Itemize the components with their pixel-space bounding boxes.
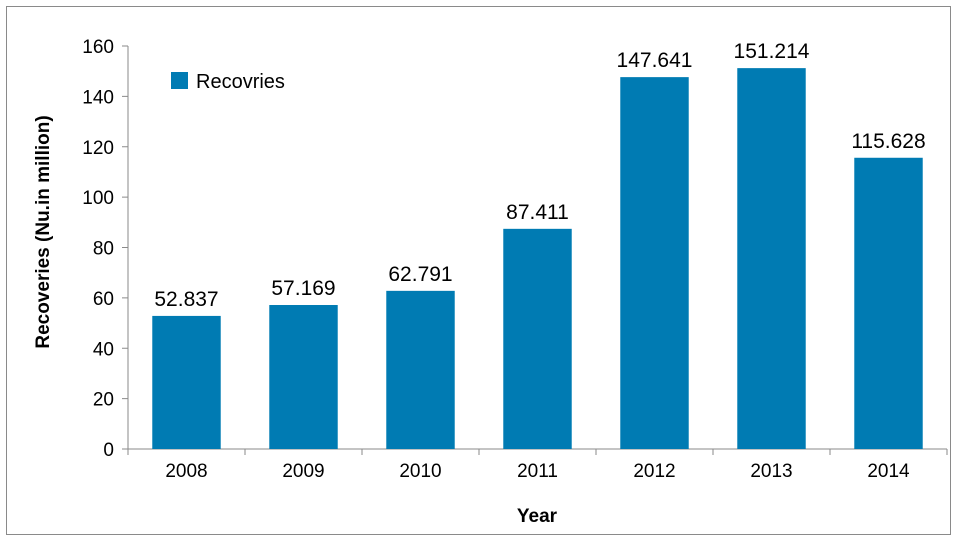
- bars: [152, 68, 923, 450]
- x-tick-label: 2013: [750, 461, 792, 482]
- legend-label: Recovries: [196, 71, 285, 93]
- y-tick-label: 0: [103, 440, 114, 461]
- bar: [737, 68, 806, 450]
- y-tick-label: 120: [82, 138, 114, 159]
- y-tick-label: 60: [93, 289, 114, 310]
- bar: [269, 305, 338, 449]
- data-label: 57.169: [271, 277, 335, 300]
- y-axis-title: Recoveries (Nu.in million): [33, 115, 54, 348]
- x-tick-label: 2010: [399, 461, 441, 482]
- y-axis: 0 20 40 60 80 100 120 140 160: [82, 37, 129, 461]
- data-label: 52.837: [154, 288, 218, 311]
- x-axis: 2008 2009 2010 2011 2012 2013 2014: [127, 448, 948, 482]
- x-tick-label: 2012: [633, 461, 675, 482]
- bar: [503, 228, 572, 449]
- bar: [854, 157, 923, 450]
- y-tick-label: 100: [82, 188, 114, 209]
- data-label: 62.791: [388, 263, 452, 286]
- data-labels: 52.837 57.169 62.791 87.411 147.641 151.214 11…: [154, 40, 925, 311]
- x-tick-label: 2009: [282, 461, 324, 482]
- data-label: 115.628: [851, 130, 925, 153]
- x-tick-label: 2014: [867, 461, 910, 482]
- x-tick-label: 2011: [517, 461, 558, 482]
- bar: [386, 290, 455, 449]
- data-label: 151.214: [734, 40, 810, 63]
- legend-swatch: [171, 72, 188, 89]
- x-tick-label: 2008: [165, 461, 207, 482]
- y-tick-label: 140: [82, 87, 114, 108]
- y-tick-label: 80: [93, 239, 114, 260]
- y-tick-label: 40: [93, 339, 114, 360]
- x-axis-title: Year: [517, 506, 558, 527]
- bar: [620, 77, 689, 449]
- data-label: 87.411: [506, 201, 569, 224]
- bar: [152, 315, 221, 449]
- data-label: 147.641: [617, 49, 693, 72]
- legend: Recovries: [171, 71, 285, 93]
- y-tick-label: 20: [93, 390, 114, 411]
- y-tick-label: 160: [82, 37, 114, 58]
